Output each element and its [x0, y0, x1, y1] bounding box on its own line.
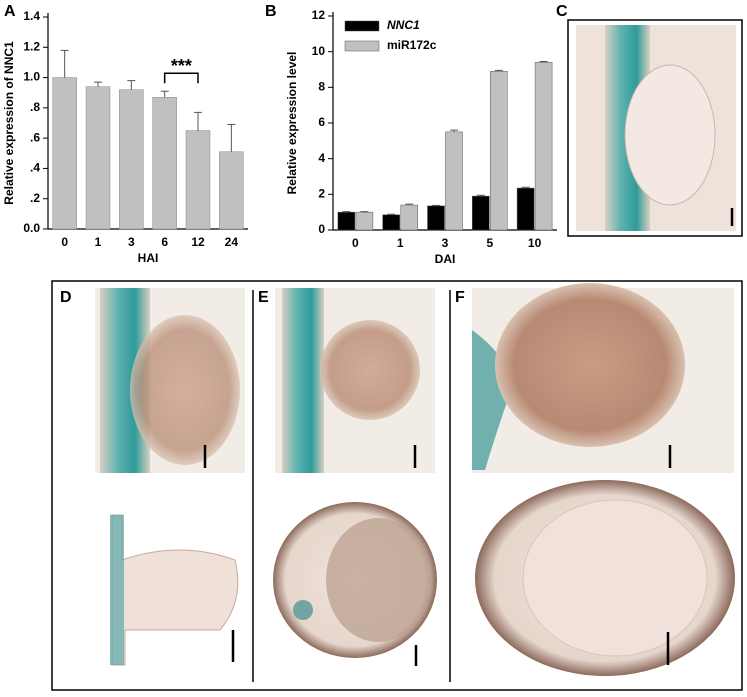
bar — [382, 214, 400, 231]
y-tick-label: .4 — [30, 161, 40, 175]
error-bar — [127, 80, 136, 90]
error-bar — [450, 129, 458, 132]
nodule — [130, 315, 240, 465]
y-tick-label: 1.2 — [23, 39, 40, 53]
error-bar — [94, 81, 102, 87]
bar — [516, 187, 535, 231]
y-tick-label: .8 — [30, 100, 40, 114]
y-tick-label: .6 — [30, 130, 40, 144]
error-bar — [387, 213, 396, 215]
y-axis-label: Relative expression of NNC1 — [2, 41, 16, 205]
error-bar — [227, 124, 236, 152]
panel-label: F — [455, 289, 465, 306]
x-tick-label: 0 — [352, 236, 359, 250]
x-tick-label: 10 — [528, 236, 542, 250]
micrographs — [51, 19, 743, 691]
x-tick-label: 3 — [128, 235, 135, 249]
bar — [337, 211, 356, 231]
x-tick-label: 5 — [486, 236, 493, 250]
legend-label: miR172c — [387, 38, 437, 52]
bar — [219, 151, 244, 230]
error-bar — [194, 111, 202, 131]
panel-label: C — [556, 3, 568, 20]
error-bar — [494, 69, 503, 72]
panel-label: E — [258, 289, 269, 306]
panel-label: A — [4, 3, 16, 20]
bar — [85, 86, 111, 230]
error-bar — [405, 203, 414, 206]
y-tick-label: .2 — [30, 191, 40, 205]
legend-label: NNC1 — [387, 18, 420, 32]
error-bar — [476, 194, 485, 197]
significance-bracket — [163, 72, 199, 84]
bar — [52, 77, 77, 230]
x-tick-label: 1 — [397, 236, 404, 250]
y-tick-label: 6 — [318, 115, 325, 129]
y-tick-label: 0 — [318, 222, 325, 236]
central-zone — [326, 518, 430, 642]
x-tick-label: 24 — [225, 235, 239, 249]
y-tick-label: 1.4 — [23, 9, 40, 23]
x-tick-label: 6 — [161, 235, 168, 249]
root-stain — [282, 288, 324, 473]
panel-d-section — [111, 514, 239, 666]
error-bar — [60, 49, 69, 78]
root-stain — [110, 515, 124, 665]
error-bar — [539, 60, 548, 63]
x-tick-label: 3 — [442, 236, 449, 250]
y-axis-label: Relative expression level — [285, 52, 299, 195]
bar — [427, 205, 445, 231]
legend-swatch — [344, 40, 380, 52]
bar — [355, 211, 374, 231]
x-tick-label: 0 — [61, 235, 68, 249]
panel-label: B — [265, 3, 277, 20]
annotation: *** — [171, 56, 192, 76]
bar — [445, 131, 463, 231]
bar — [152, 97, 177, 230]
bar — [534, 62, 553, 231]
nodule-primordium — [624, 64, 716, 206]
y-tick-label: 10 — [312, 44, 326, 58]
x-tick-label: 1 — [95, 235, 102, 249]
y-tick-label: 2 — [318, 187, 325, 201]
x-tick-label: 12 — [191, 235, 205, 249]
panel-label: D — [60, 289, 72, 306]
bar — [472, 195, 490, 231]
y-tick-label: 4 — [318, 151, 325, 165]
error-bar — [521, 186, 530, 189]
nodule — [495, 283, 685, 447]
y-tick-label: 12 — [312, 8, 326, 22]
central-zone — [522, 499, 708, 657]
vascular-stain — [293, 600, 313, 620]
legend-swatch — [344, 20, 380, 32]
nodule — [320, 320, 420, 420]
bar — [119, 89, 144, 230]
y-tick-label: 1.0 — [23, 70, 40, 84]
bar — [400, 204, 418, 231]
y-tick-label: 8 — [318, 80, 325, 94]
bar — [185, 130, 211, 230]
x-axis-label: DAI — [435, 252, 456, 266]
x-axis-label: HAI — [138, 251, 159, 265]
error-bar — [432, 204, 440, 206]
error-bar — [160, 90, 169, 98]
error-bar — [360, 211, 369, 213]
error-bar — [342, 211, 351, 213]
y-tick-label: 0.0 — [23, 221, 40, 235]
bar — [490, 71, 508, 231]
